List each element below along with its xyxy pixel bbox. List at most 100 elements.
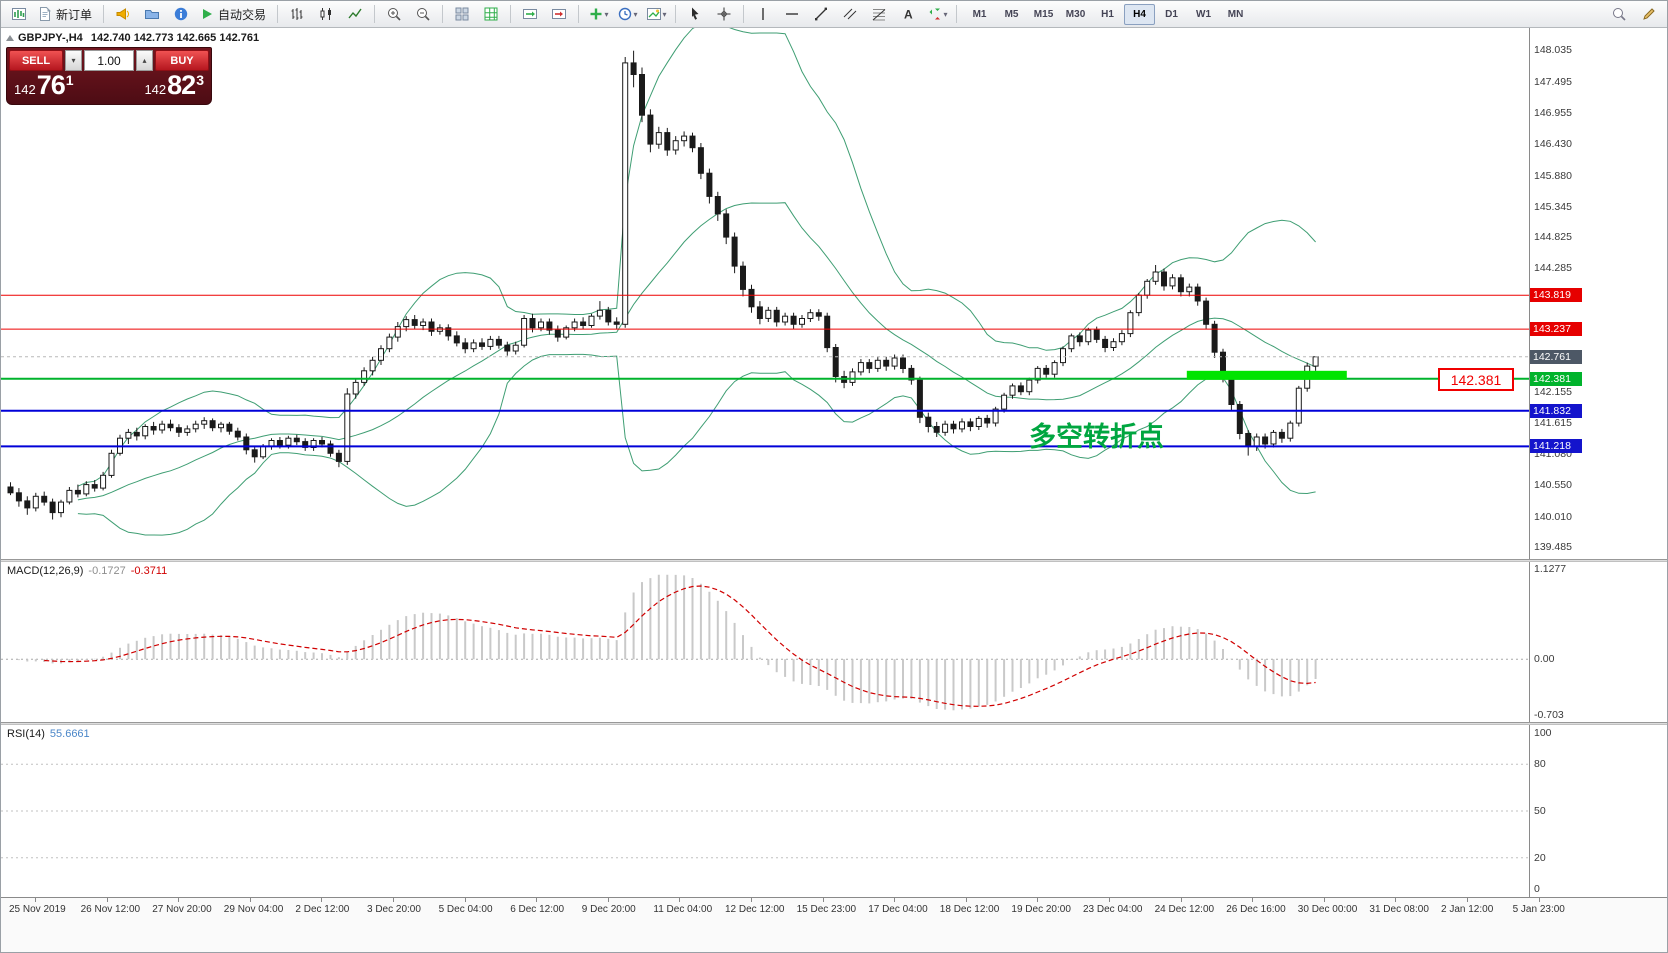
price-scale[interactable]: 148.035 147.495 146.955 146.430 145.880 145.3… [1530, 28, 1667, 897]
add-indicator-button[interactable]: ▾ [584, 2, 612, 26]
auto-scroll-icon[interactable] [516, 2, 544, 26]
cursor-tool-button[interactable] [681, 2, 709, 26]
volume-decrease-button[interactable]: ▾ [65, 50, 82, 71]
time-label: 5 Dec 04:00 [438, 904, 493, 915]
order-doc-icon [40, 7, 51, 21]
sell-price-big: 76 [36, 70, 66, 100]
timeframe-M30[interactable]: M30 [1065, 8, 1086, 20]
time-label: 15 Dec 23:00 [796, 904, 857, 915]
time-label: 31 Dec 08:00 [1369, 904, 1429, 915]
axis-tick [393, 898, 394, 902]
add-indicator-icon [590, 8, 602, 20]
price-tick: 145.880 [1534, 169, 1572, 182]
price-tag: 142.381 [1530, 371, 1582, 386]
price-tick: 20 [1534, 851, 1546, 864]
axis-tick [464, 898, 466, 902]
bar-chart-icon[interactable] [283, 2, 311, 26]
price-scale-border [1529, 28, 1530, 897]
rsi-canvas[interactable] [1, 725, 1529, 897]
chevron-down-icon: ▾ [943, 9, 948, 19]
time-label: 25 Nov 2019 [9, 904, 66, 915]
sell-price-handle: 142 [14, 82, 36, 97]
timeframe-M5[interactable]: M5 [1004, 8, 1019, 20]
price-tick: 144.285 [1534, 262, 1572, 275]
price-tick: 0.00 [1534, 653, 1555, 666]
axis-tick [106, 898, 108, 902]
profiles-icon[interactable] [138, 2, 166, 26]
period-selector-button[interactable]: ▾ [613, 2, 641, 26]
buy-button[interactable]: BUY [155, 50, 209, 71]
new-order-button[interactable]: 新订单 [34, 2, 98, 26]
line-chart-icon[interactable] [341, 2, 369, 26]
sell-button[interactable]: SELL [9, 50, 63, 71]
timeframe-W1[interactable]: W1 [1196, 8, 1212, 20]
crosshair-tool-button[interactable] [710, 2, 738, 26]
autotrading-button[interactable]: 自动交易 [196, 2, 272, 26]
text-tool[interactable]: A [894, 2, 922, 26]
price-tick: 50 [1534, 805, 1546, 817]
price-chart-canvas[interactable] [1, 28, 1529, 559]
time-label: 26 Dec 16:00 [1226, 904, 1286, 915]
timeframe-H1[interactable]: H1 [1101, 8, 1114, 20]
timeframe-MN[interactable]: MN [1227, 8, 1244, 20]
pencil-icon[interactable] [1635, 2, 1663, 26]
toolbar-separator [374, 5, 376, 23]
timeframe-H4[interactable]: H4 [1124, 3, 1156, 25]
megaphone-icon[interactable] [109, 2, 137, 26]
timeframe-D1[interactable]: D1 [1165, 8, 1178, 20]
text-tool-icon: A [904, 8, 913, 22]
tile-windows-icon[interactable] [448, 2, 476, 26]
buy-price-big: 82 [167, 70, 196, 100]
timeframe-M1[interactable]: M1 [972, 8, 987, 20]
rsi-title: RSI(14) [7, 728, 45, 740]
search-icon[interactable] [1605, 2, 1633, 26]
macd-canvas[interactable] [1, 562, 1529, 722]
axis-tick [751, 898, 752, 902]
price-tag: 143.819 [1530, 288, 1582, 303]
buy-price-pip: 3 [196, 72, 204, 88]
zoom-out-icon[interactable] [409, 2, 437, 26]
panel-resize-separator[interactable] [1, 559, 1667, 562]
arrows-tool[interactable]: ▾ [923, 2, 951, 26]
symbol-expand-icon[interactable] [6, 35, 14, 41]
templates-button[interactable]: ▾ [642, 2, 670, 26]
new-chart-icon[interactable] [5, 2, 33, 26]
axis-tick [249, 898, 251, 902]
channel-tool[interactable] [836, 2, 864, 26]
chevron-down-icon: ▾ [604, 9, 609, 19]
zoom-in-icon[interactable] [380, 2, 408, 26]
axis-tick [1395, 898, 1397, 902]
trendline-tool[interactable] [807, 2, 835, 26]
time-label: 5 Jan 23:00 [1512, 904, 1565, 915]
price-tick: 1.1277 [1534, 563, 1567, 575]
one-click-trading-panel: SELL ▾ ▴ BUY 142 76 1 142 82 3 [6, 47, 212, 105]
sell-price[interactable]: 142 76 1 [14, 72, 74, 99]
volume-input[interactable] [84, 50, 134, 71]
chart-shift-icon[interactable] [545, 2, 573, 26]
price-tick: 139.485 [1534, 541, 1572, 554]
price-tick: 148.035 [1534, 44, 1572, 57]
toolbar-separator [675, 5, 677, 23]
price-tag: 143.237 [1530, 322, 1582, 337]
time-label: 18 Dec 12:00 [939, 904, 1000, 915]
fibonacci-tool[interactable] [865, 2, 893, 26]
vertical-line-tool[interactable] [749, 2, 777, 26]
axis-tick [965, 898, 967, 902]
rsi-value: 55.6661 [49, 728, 90, 740]
volume-increase-button[interactable]: ▴ [136, 50, 153, 71]
price-tick: 140.550 [1534, 479, 1572, 492]
toolbar: 新订单 自动交易 [1, 1, 1667, 28]
panel-resize-separator[interactable] [1, 722, 1667, 725]
toolbar-separator [277, 5, 279, 23]
candlestick-chart-icon[interactable] [312, 2, 340, 26]
axis-tick [1037, 898, 1039, 902]
ar­range-grid-icon[interactable] [477, 2, 505, 26]
info-icon[interactable] [167, 2, 195, 26]
horizontal-line-tool[interactable] [778, 2, 806, 26]
timeframe-M15[interactable]: M15 [1033, 8, 1054, 20]
time-label: 30 Dec 00:00 [1297, 904, 1358, 915]
buy-price[interactable]: 142 82 3 [144, 72, 204, 99]
price-tick: 100 [1534, 727, 1552, 739]
time-axis[interactable]: 25 Nov 2019 26 Nov 12:00 27 Nov 20:00 29 No… [1, 897, 1667, 952]
